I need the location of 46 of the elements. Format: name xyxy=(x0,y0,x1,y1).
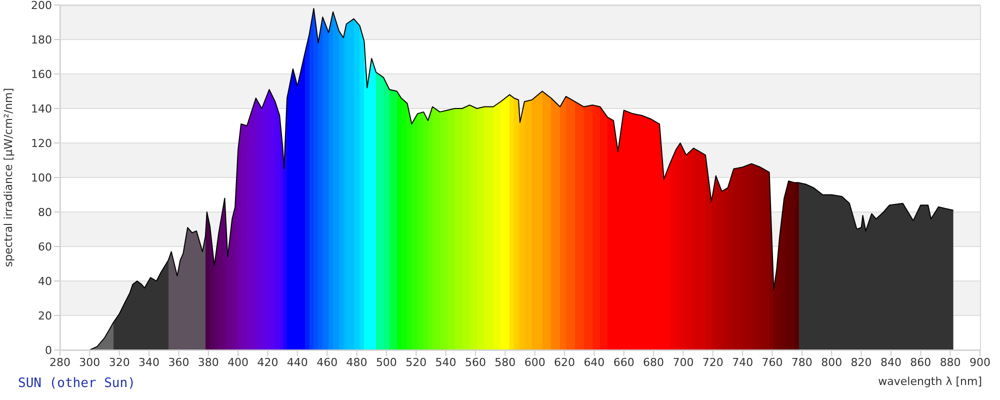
x-tick-label: 900 xyxy=(970,356,990,369)
y-tick-label: 180 xyxy=(31,33,52,46)
x-tick-label: 460 xyxy=(316,356,338,369)
x-tick-label: 880 xyxy=(940,356,961,369)
x-tick-label: 860 xyxy=(910,356,932,369)
x-tick-label: 840 xyxy=(880,356,902,369)
y-tick-label: 0 xyxy=(45,344,52,357)
x-tick-label: 680 xyxy=(643,356,664,369)
x-tick-label: 300 xyxy=(79,356,100,369)
x-tick-label: 360 xyxy=(168,356,190,369)
x-tick-label: 520 xyxy=(406,356,427,369)
x-tick-label: 800 xyxy=(821,356,842,369)
x-axis-title: wavelength λ [nm] xyxy=(878,375,982,388)
x-tick-label: 540 xyxy=(435,356,456,369)
x-tick-label: 380 xyxy=(198,356,219,369)
y-tick-label: 60 xyxy=(38,240,52,254)
x-tick-label: 640 xyxy=(584,356,605,369)
x-tick-label: 740 xyxy=(732,356,754,369)
x-tick-label: 720 xyxy=(702,356,724,369)
x-tick-label: 820 xyxy=(850,356,872,369)
y-tick-label: 120 xyxy=(31,136,52,150)
x-tick-label: 760 xyxy=(762,356,783,369)
x-tick-label: 420 xyxy=(257,356,278,369)
x-tick-label: 280 xyxy=(50,356,70,369)
x-tick-label: 580 xyxy=(494,356,516,369)
x-tick-label: 340 xyxy=(138,356,160,369)
y-tick-label: 80 xyxy=(38,206,52,219)
x-tick-label: 560 xyxy=(464,356,486,369)
x-tick-label: 480 xyxy=(346,356,368,369)
y-tick-label: 20 xyxy=(38,309,52,322)
x-tick-label: 780 xyxy=(791,356,812,369)
x-tick-label: 620 xyxy=(554,356,576,369)
y-axis-title: spectral irradiance [µW/cm²/nm] xyxy=(2,88,15,268)
y-tick-label: 160 xyxy=(31,68,52,81)
y-tick-label: 200 xyxy=(31,0,52,12)
x-tick-label: 320 xyxy=(108,356,130,369)
x-tick-label: 500 xyxy=(376,356,397,369)
y-tick-label: 140 xyxy=(31,102,52,116)
text: SUN (other Sun) xyxy=(18,376,136,391)
x-tick-label: 440 xyxy=(286,356,308,369)
y-tick-label: 40 xyxy=(38,274,52,288)
y-tick-label: 100 xyxy=(31,171,52,184)
x-tick-label: 600 xyxy=(524,356,546,369)
x-tick-label: 660 xyxy=(613,356,634,369)
x-tick-label: 700 xyxy=(672,356,694,369)
x-tick-label: 400 xyxy=(228,356,249,369)
